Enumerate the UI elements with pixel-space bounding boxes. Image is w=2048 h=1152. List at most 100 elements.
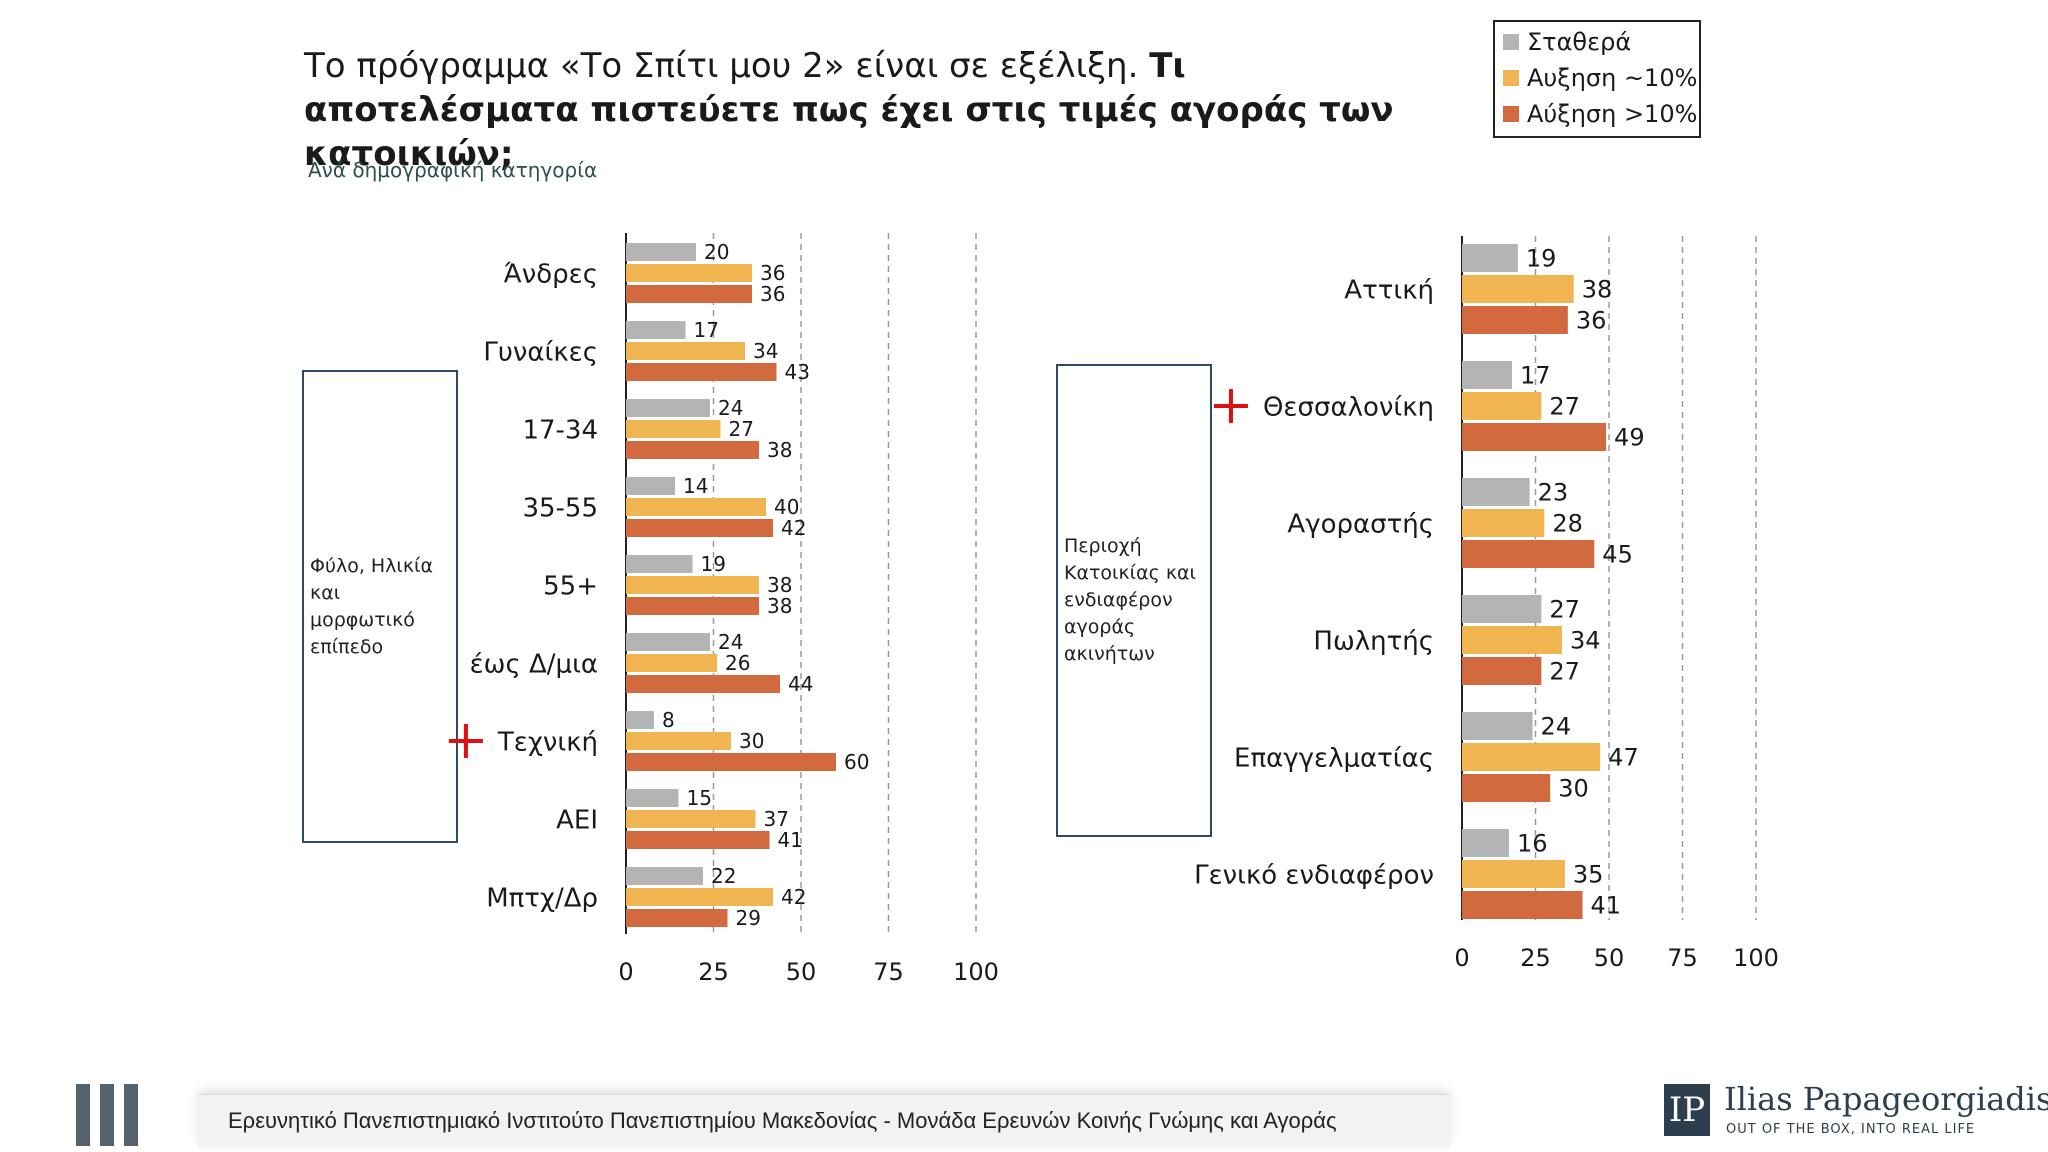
legend-label-increase-10: Αυξηση ~10% <box>1527 64 1698 92</box>
right-bar-γενικό-ενδιαφέρον-series-1 <box>1462 860 1565 888</box>
legend-swatch-increase-over-10 <box>1503 106 1519 122</box>
left-bar-μπτχ-δρ-series-0 <box>626 867 703 885</box>
right-value-label-αγοραστής-series-0: 23 <box>1538 479 1569 507</box>
left-bar-17-34-series-2 <box>626 441 759 459</box>
right-value-label-γενικό-ενδιαφέρον-series-1: 35 <box>1573 861 1604 889</box>
right-category-label-γενικό-ενδιαφέρον: Γενικό ενδιαφέρον <box>1194 860 1434 890</box>
right-value-label-θεσσαλονίκη-series-1: 27 <box>1549 393 1580 421</box>
legend-swatch-stable <box>1503 34 1519 50</box>
right-group-label: Περιοχή Κατοικίας και ενδιαφέρον αγοράς … <box>1064 535 1196 665</box>
right-bar-πωλητής-series-0 <box>1462 595 1542 623</box>
legend-item-stable: Σταθερά <box>1503 24 1699 60</box>
left-value-label-55-series-2: 38 <box>767 594 792 618</box>
left-bar-35-55-series-2 <box>626 519 773 537</box>
footer-institute-text: Ερευνητικό Πανεπιστημιακό Ινστιτούτο Παν… <box>228 1108 1337 1133</box>
left-bar-35-55-series-0 <box>626 477 675 495</box>
right-value-label-επαγγελματίας-series-1: 47 <box>1608 744 1639 772</box>
legend-item-increase-over-10: Αύξηση >10% <box>1503 96 1699 132</box>
right-tick-label-25: 25 <box>1520 944 1551 972</box>
legend-label-increase-over-10: Αύξηση >10% <box>1527 100 1698 128</box>
right-bar-γενικό-ενδιαφέρον-series-0 <box>1462 829 1510 857</box>
left-value-label-35-55-series-1: 40 <box>774 495 799 519</box>
left-value-label-17-34-series-1: 27 <box>729 417 754 441</box>
institute-logo <box>76 1084 138 1146</box>
right-bar-πωλητής-series-1 <box>1462 626 1562 654</box>
left-bar-35-55-series-1 <box>626 498 766 516</box>
right-value-label-αγοραστής-series-2: 45 <box>1602 541 1633 569</box>
right-tick-label-100: 100 <box>1733 944 1779 972</box>
left-group-box: Φύλο, Ηλικία και μορφωτικό επίπεδο <box>302 370 458 843</box>
left-value-label-αει-series-1: 37 <box>764 807 789 831</box>
right-tick-label-0: 0 <box>1454 944 1469 972</box>
right-bar-θεσσαλονίκη-series-2 <box>1462 423 1607 451</box>
left-value-label-τεχνική-series-0: 8 <box>662 708 675 732</box>
right-value-label-αγοραστής-series-1: 28 <box>1552 510 1583 538</box>
left-value-label-αει-series-0: 15 <box>687 786 712 810</box>
right-category-label-αγοραστής: Αγοραστής <box>1287 509 1434 539</box>
left-group-label: Φύλο, Ηλικία και μορφωτικό επίπεδο <box>310 554 434 658</box>
right-value-label-αττική-series-1: 38 <box>1582 276 1613 304</box>
legend-label-stable: Σταθερά <box>1527 28 1632 56</box>
left-value-label-τεχνική-series-2: 60 <box>844 750 869 774</box>
left-bar-άνδρες-series-1 <box>626 264 752 282</box>
left-value-label-55-series-1: 38 <box>767 573 792 597</box>
left-value-label-άνδρες-series-0: 20 <box>704 240 729 264</box>
right-bar-αγοραστής-series-1 <box>1462 509 1545 537</box>
left-bar-αει-series-0 <box>626 789 679 807</box>
left-value-label-35-55-series-0: 14 <box>683 474 708 498</box>
right-value-label-επαγγελματίας-series-2: 30 <box>1558 775 1589 803</box>
brand-logo: IP Ilias Papageorgiadis OUT OF THE BOX, … <box>1664 1078 2048 1142</box>
left-bar-55-series-1 <box>626 576 759 594</box>
right-value-label-αττική-series-2: 36 <box>1576 307 1607 335</box>
left-value-label-έως-δ-μια-series-1: 26 <box>725 651 750 675</box>
left-tick-label-0: 0 <box>618 958 633 986</box>
left-value-label-έως-δ-μια-series-2: 44 <box>788 672 813 696</box>
title-lead: Το πρόγραμμα «Το Σπίτι μου 2» είναι σε ε… <box>304 46 1139 86</box>
left-bar-55-series-2 <box>626 597 759 615</box>
right-value-label-επαγγελματίας-series-0: 24 <box>1541 713 1572 741</box>
left-value-label-έως-δ-μια-series-0: 24 <box>718 630 743 654</box>
left-bar-γυναίκες-series-0 <box>626 321 686 339</box>
page-subtitle: Ανά δημογραφική κατηγορία <box>308 158 598 182</box>
left-bar-αει-series-1 <box>626 810 756 828</box>
right-group-box: Περιοχή Κατοικίας και ενδιαφέρον αγοράς … <box>1056 364 1212 837</box>
right-tick-label-50: 50 <box>1594 944 1625 972</box>
right-bar-επαγγελματίας-series-1 <box>1462 743 1601 771</box>
right-bar-αγοραστής-series-0 <box>1462 478 1530 506</box>
left-tick-label-50: 50 <box>786 958 817 986</box>
right-bar-επαγγελματίας-series-0 <box>1462 712 1533 740</box>
right-bar-γενικό-ενδιαφέρον-series-2 <box>1462 891 1583 919</box>
left-value-label-17-34-series-2: 38 <box>767 438 792 462</box>
left-tick-label-100: 100 <box>953 958 999 986</box>
right-value-label-θεσσαλονίκη-series-0: 17 <box>1520 362 1551 390</box>
brand-tagline: OUT OF THE BOX, INTO REAL LIFE <box>1726 1122 1976 1137</box>
left-value-label-τεχνική-series-1: 30 <box>739 729 764 753</box>
left-bar-έως-δ-μια-series-0 <box>626 633 710 651</box>
left-category-label-35-55: 35-55 <box>522 493 598 523</box>
left-value-label-μπτχ-δρ-series-0: 22 <box>711 864 736 888</box>
left-category-label-17-34: 17-34 <box>522 415 598 445</box>
right-value-label-πωλητής-series-1: 34 <box>1570 627 1601 655</box>
left-bar-τεχνική-series-2 <box>626 753 836 771</box>
right-category-label-θεσσαλονίκη: Θεσσαλονίκη <box>1263 392 1434 422</box>
legend-item-increase-10: Αυξηση ~10% <box>1503 60 1699 96</box>
left-bar-17-34-series-0 <box>626 399 710 417</box>
left-value-label-μπτχ-δρ-series-2: 29 <box>736 906 761 930</box>
left-bar-γυναίκες-series-1 <box>626 342 745 360</box>
right-category-label-επαγγελματίας: Επαγγελματίας <box>1234 743 1434 773</box>
right-value-label-αττική-series-0: 19 <box>1526 245 1557 273</box>
brand-name: Ilias Papageorgiadis <box>1724 1080 2048 1118</box>
right-value-label-πωλητής-series-0: 27 <box>1549 596 1580 624</box>
right-bar-αττική-series-2 <box>1462 306 1568 334</box>
left-category-label-αει: ΑΕΙ <box>556 805 598 835</box>
left-bar-γυναίκες-series-2 <box>626 363 777 381</box>
page-title: Το πρόγραμμα «Το Σπίτι μου 2» είναι σε ε… <box>304 44 1454 176</box>
left-bar-τεχνική-series-0 <box>626 711 654 729</box>
right-bar-θεσσαλονίκη-series-0 <box>1462 361 1512 389</box>
right-category-label-αττική: Αττική <box>1344 275 1434 305</box>
left-value-label-55-series-0: 19 <box>701 552 726 576</box>
left-value-label-γυναίκες-series-2: 43 <box>785 360 810 384</box>
left-bar-55-series-0 <box>626 555 693 573</box>
title-question: Τι αποτελέσματα πιστεύετε πως έχει στις … <box>304 46 1394 174</box>
